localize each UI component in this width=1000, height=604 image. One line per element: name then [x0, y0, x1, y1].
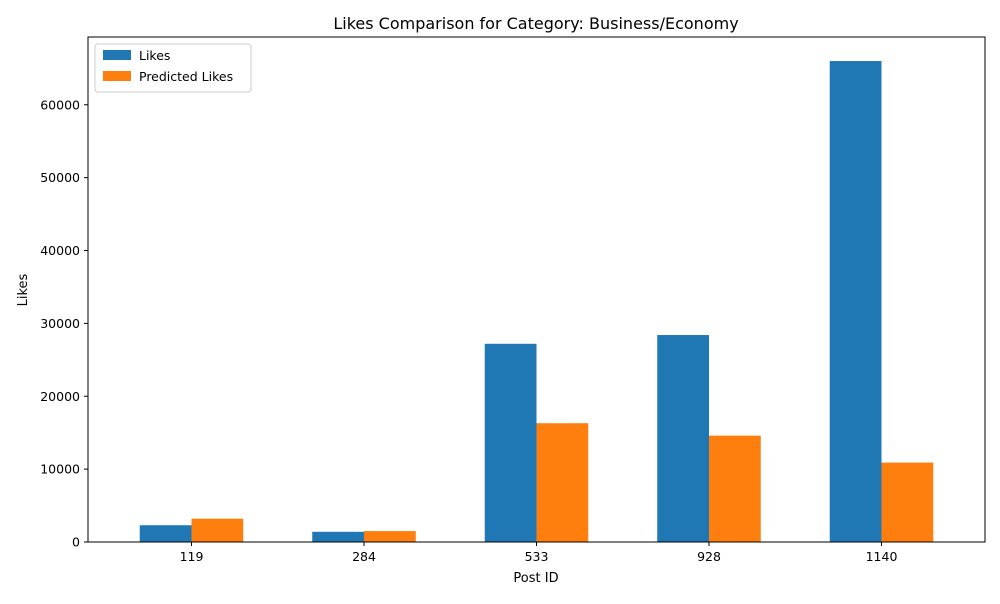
y-tick-label: 30000: [40, 316, 80, 331]
bar-predicted-likes-1140: [881, 462, 934, 542]
bar-predicted-likes-533: [536, 423, 589, 542]
bars-layer: [139, 61, 934, 543]
y-axis-label: Likes: [16, 273, 31, 306]
legend: Likes Predicted Likes: [94, 43, 252, 93]
x-tick-label: 928: [697, 549, 721, 564]
y-tick-label: 0: [72, 535, 80, 550]
legend-swatch-predicted-likes: [103, 71, 131, 81]
bar-predicted-likes-928: [709, 435, 761, 542]
x-axis-label: Post ID: [513, 571, 558, 586]
y-tick-label: 20000: [40, 389, 80, 404]
bar-predicted-likes-119: [191, 518, 244, 542]
legend-label-predicted-likes: Predicted Likes: [139, 69, 233, 84]
plot-frame: [87, 36, 986, 543]
y-tick-label: 50000: [40, 170, 80, 185]
bar-likes-119: [139, 525, 192, 542]
x-tick-label: 284: [352, 549, 376, 564]
x-tick-label: 119: [180, 549, 204, 564]
x-axis: 119 284 533 928 1140: [180, 542, 898, 564]
x-tick-label: 533: [525, 549, 549, 564]
bar-likes-284: [312, 531, 364, 542]
y-tick-label: 10000: [40, 462, 80, 477]
legend-label-likes: Likes: [139, 48, 170, 63]
bar-likes-533: [484, 343, 537, 542]
y-axis: 0 10000 20000 30000 40000 50000 60000: [40, 97, 88, 550]
x-tick-label: 1140: [866, 549, 898, 564]
y-tick-label: 40000: [40, 243, 80, 258]
bar-predicted-likes-284: [364, 531, 416, 542]
legend-box: [94, 43, 252, 93]
chart-title: Likes Comparison for Category: Business/…: [333, 14, 738, 33]
y-tick-label: 60000: [40, 97, 80, 112]
legend-swatch-likes: [103, 50, 131, 60]
bar-likes-928: [657, 335, 709, 542]
bar-likes-1140: [829, 61, 882, 543]
